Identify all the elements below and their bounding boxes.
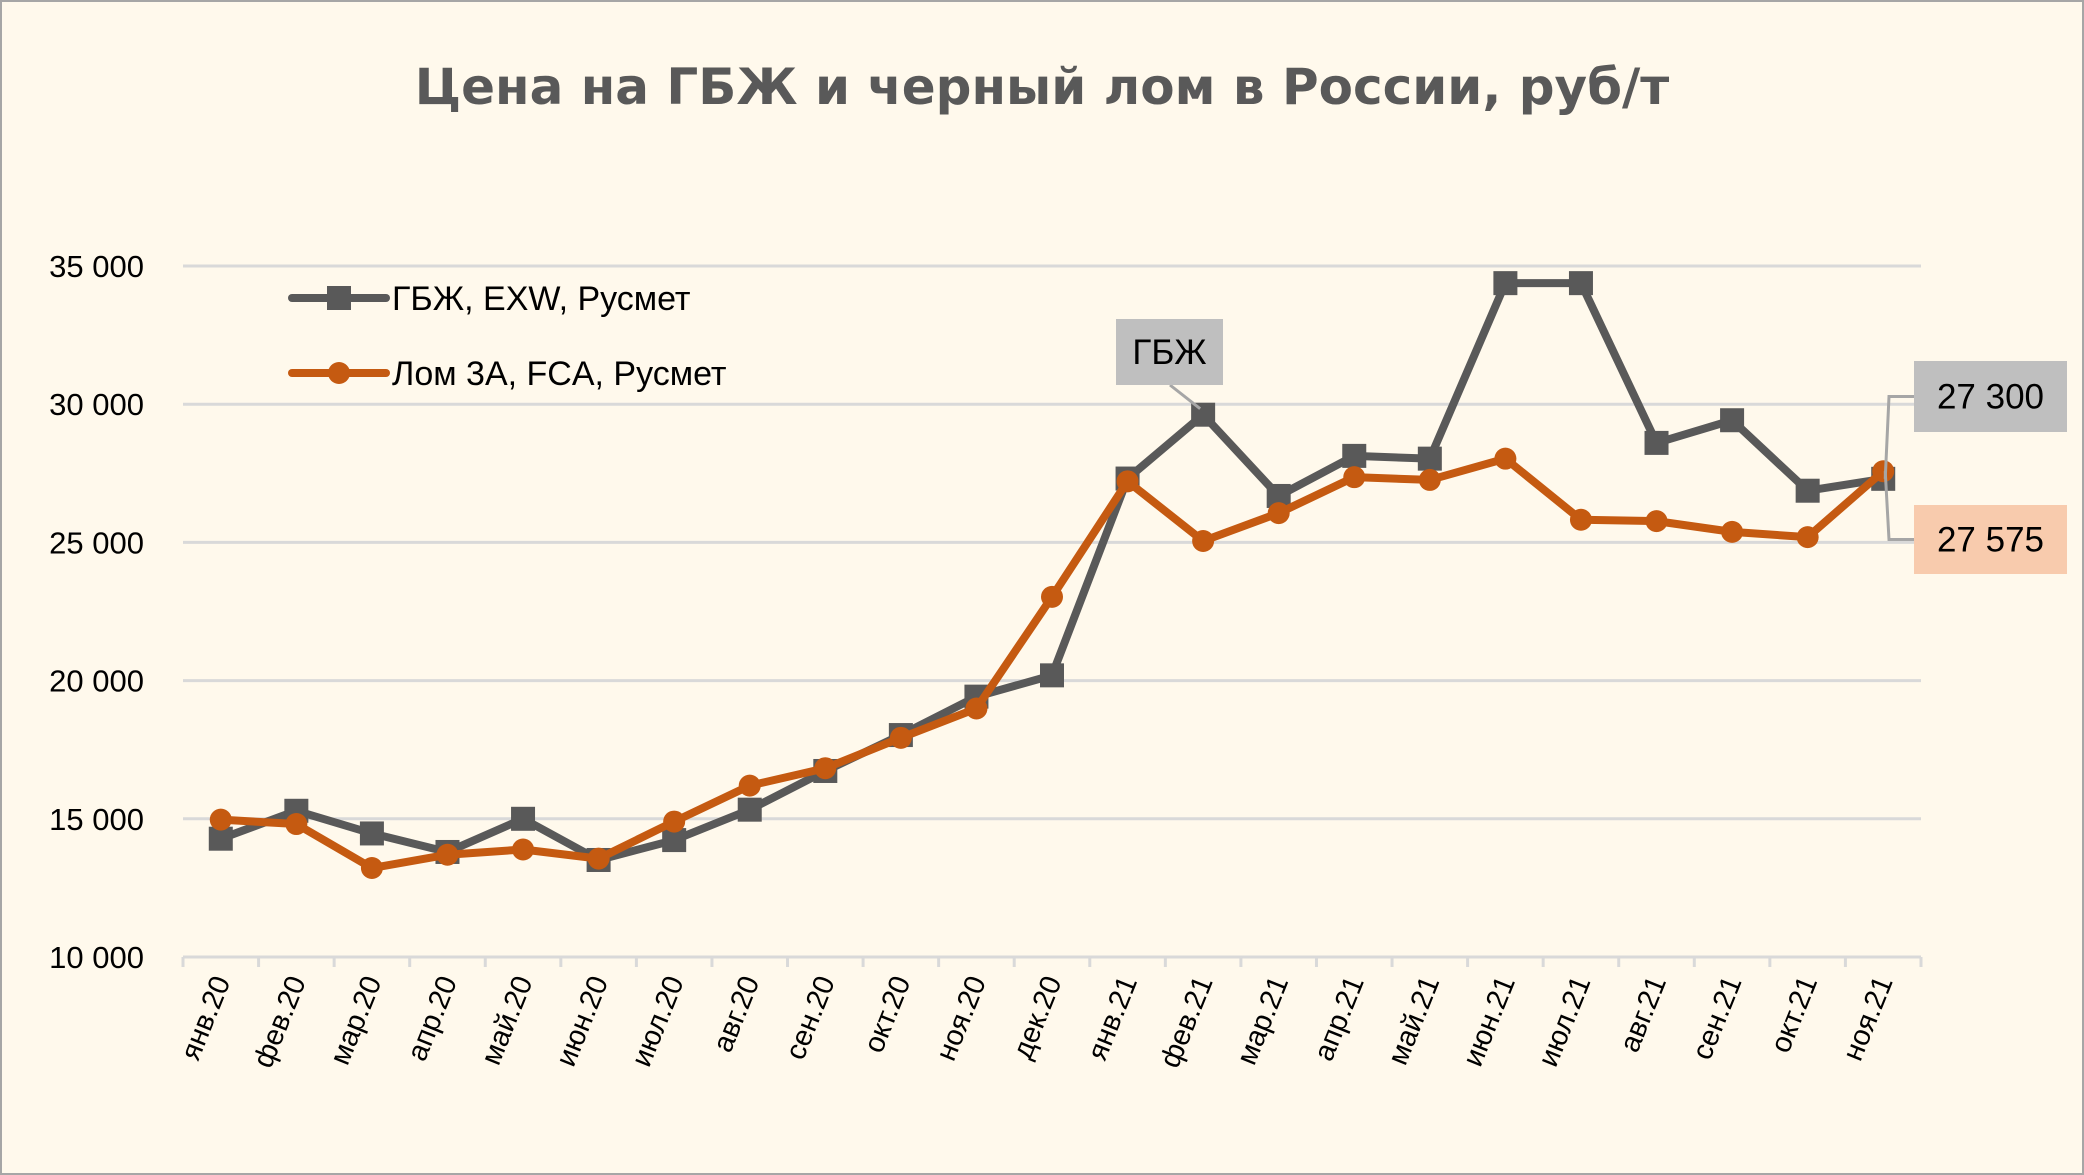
y-tick-label: 20 000 — [49, 664, 144, 699]
y-tick-label: 35 000 — [49, 249, 144, 284]
data-point — [1040, 663, 1064, 688]
x-tick-label: сен.20 — [780, 972, 842, 1065]
x-tick-label: авг.21 — [1614, 972, 1673, 1057]
data-point — [359, 821, 384, 846]
legend-label: ГБЖ, EXW, Русмет — [392, 280, 691, 318]
x-tick-label: июн.21 — [1457, 972, 1522, 1071]
annotation-label: 27 300 — [1937, 378, 2044, 417]
x-tick-label: мар.21 — [1231, 972, 1295, 1070]
data-point — [1116, 470, 1139, 493]
data-point — [965, 697, 988, 720]
legend-square-marker-icon — [327, 286, 351, 310]
x-tick-label: мар.20 — [324, 972, 388, 1070]
x-tick-label: янв.21 — [1082, 972, 1144, 1065]
y-tick-label: 15 000 — [49, 802, 144, 837]
annotation-leader — [1169, 383, 1202, 410]
data-point — [1342, 443, 1367, 468]
data-point — [360, 856, 383, 879]
x-tick-label: май.21 — [1382, 972, 1446, 1070]
data-point — [285, 813, 308, 836]
x-tick-label: янв.20 — [175, 972, 237, 1065]
data-point — [1795, 478, 1820, 503]
x-tick-label: окт.21 — [1765, 972, 1824, 1058]
x-tick-label: июн.20 — [550, 972, 615, 1071]
data-point — [738, 774, 761, 797]
data-point — [436, 843, 459, 866]
x-tick-label: окт.20 — [858, 972, 917, 1058]
data-point — [1720, 408, 1745, 433]
data-point — [1721, 520, 1744, 543]
data-point — [1568, 271, 1593, 296]
annotation-label: ГБЖ — [1132, 333, 1206, 372]
x-tick-label: сен.21 — [1686, 972, 1748, 1065]
annotation-box — [1116, 319, 1223, 385]
data-point — [1191, 402, 1216, 427]
y-tick-label: 30 000 — [49, 387, 144, 422]
x-tick-label: ноя.21 — [1837, 972, 1900, 1066]
data-point — [663, 810, 686, 833]
x-tick-label: апр.21 — [1308, 972, 1371, 1066]
data-point — [814, 757, 837, 780]
data-point — [1493, 271, 1518, 296]
data-point — [1645, 510, 1668, 533]
x-tick-label: май.20 — [475, 972, 539, 1070]
annotation-box — [1914, 505, 2067, 574]
data-point — [1644, 430, 1669, 455]
data-point — [1418, 468, 1441, 491]
data-point — [1569, 508, 1592, 531]
data-point — [1343, 466, 1366, 489]
data-point — [511, 806, 536, 831]
data-point — [1267, 502, 1290, 525]
series-line-1 — [220, 454, 1886, 872]
y-tick-label: 25 000 — [49, 525, 144, 560]
annotation-leader — [1883, 395, 1914, 479]
legend-circle-marker-icon — [328, 362, 350, 384]
data-point — [1872, 460, 1895, 483]
chart-title: Цена на ГБЖ и черный лом в России, руб/т — [415, 58, 1670, 116]
data-point — [512, 838, 535, 861]
y-tick-label: 10 000 — [49, 940, 144, 975]
data-point — [737, 797, 762, 822]
data-point — [1417, 446, 1442, 471]
legend-label: Лом 3А, FCA, Русмет — [392, 355, 726, 393]
annotation-box — [1914, 361, 2067, 432]
annotation-leader — [1883, 471, 1914, 541]
x-tick-label: дек.20 — [1007, 972, 1069, 1064]
data-point — [1041, 585, 1063, 608]
data-point — [1796, 526, 1819, 549]
x-tick-label: июл.21 — [1532, 972, 1597, 1072]
x-tick-label: ноя.20 — [930, 972, 993, 1066]
data-point — [587, 847, 610, 870]
data-point — [1192, 530, 1215, 553]
x-tick-label: апр.20 — [401, 972, 464, 1066]
annotation-label: 27 575 — [1937, 521, 2044, 560]
data-point — [208, 826, 233, 851]
data-point — [889, 726, 912, 749]
x-tick-label: фев.20 — [247, 972, 313, 1073]
x-tick-label: авг.20 — [707, 972, 766, 1057]
data-point — [1494, 447, 1517, 470]
x-tick-label: июл.20 — [626, 972, 691, 1072]
x-tick-label: фев.21 — [1154, 972, 1220, 1073]
data-point — [209, 808, 232, 831]
